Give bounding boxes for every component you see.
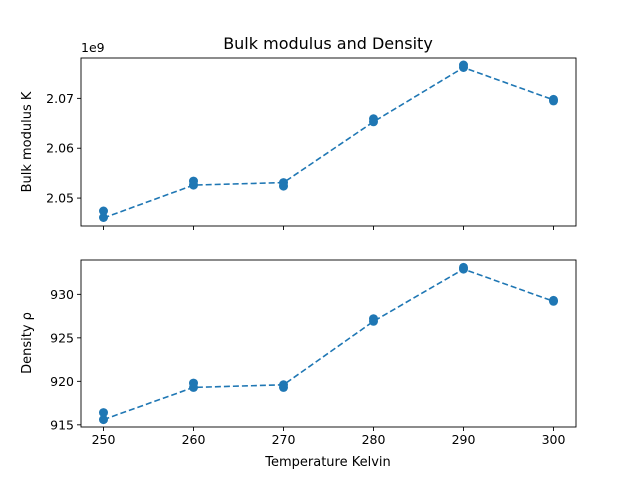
top-data-point (99, 213, 108, 222)
bottom-y-tick-label: 930 (50, 287, 74, 302)
bottom-data-point (99, 408, 108, 418)
bottom-x-tick-label: 260 (182, 432, 206, 447)
bottom-x-tick-label: 280 (362, 432, 386, 447)
top-y-axis-label: Bulk modulus K (20, 91, 35, 192)
bottom-data-point (459, 262, 468, 272)
bottom-axes-frame (80, 259, 577, 428)
bottom-y-axis-label: Density ρ (20, 312, 35, 374)
top-axes: 2.05 2.06 2.07 1e9 Bulk modulus K (20, 40, 577, 230)
bottom-axes: 250 260 270 280 290 300 915 920 925 930 Density … (20, 259, 577, 470)
bottom-series-line (103, 268, 554, 421)
top-y-ticks: 2.05 2.06 2.07 (46, 91, 81, 206)
bottom-y-axis-label-text: Density ρ (20, 312, 35, 374)
top-data-point (369, 114, 378, 124)
chart-title: Bulk modulus and Density (223, 34, 433, 53)
bottom-x-tick-label: 290 (452, 432, 476, 447)
bottom-y-tick-label: 915 (50, 417, 74, 432)
bottom-x-tick-label: 270 (272, 432, 296, 447)
bottom-data-point (99, 415, 108, 425)
top-data-point (99, 206, 108, 216)
bottom-data-point (189, 378, 198, 388)
top-y-tick-label: 2.05 (46, 191, 74, 206)
top-series-line (103, 66, 554, 219)
bottom-data-point (369, 314, 378, 324)
top-data-point (189, 176, 198, 186)
bottom-y-ticks: 915 920 925 930 (50, 287, 81, 432)
bottom-x-ticks: 250 260 270 280 290 300 (92, 427, 566, 447)
top-x-ticks (103, 226, 554, 230)
top-axes-frame (80, 57, 577, 227)
top-data-point (459, 60, 468, 70)
bottom-series (99, 262, 558, 425)
bottom-data-point (279, 380, 288, 390)
top-series (99, 60, 558, 222)
top-y-tick-label: 2.06 (46, 141, 74, 156)
bottom-data-point (549, 295, 558, 305)
top-y-offset-text: 1e9 (81, 40, 105, 55)
bottom-y-tick-label: 925 (50, 330, 74, 345)
top-data-point (279, 178, 288, 188)
bottom-x-axis-label: Temperature Kelvin (264, 455, 391, 470)
bottom-x-tick-label: 250 (92, 432, 116, 447)
bottom-y-tick-label: 920 (50, 374, 74, 389)
top-y-tick-label: 2.07 (46, 91, 74, 106)
top-data-point (549, 94, 558, 104)
bottom-x-tick-label: 300 (542, 432, 566, 447)
